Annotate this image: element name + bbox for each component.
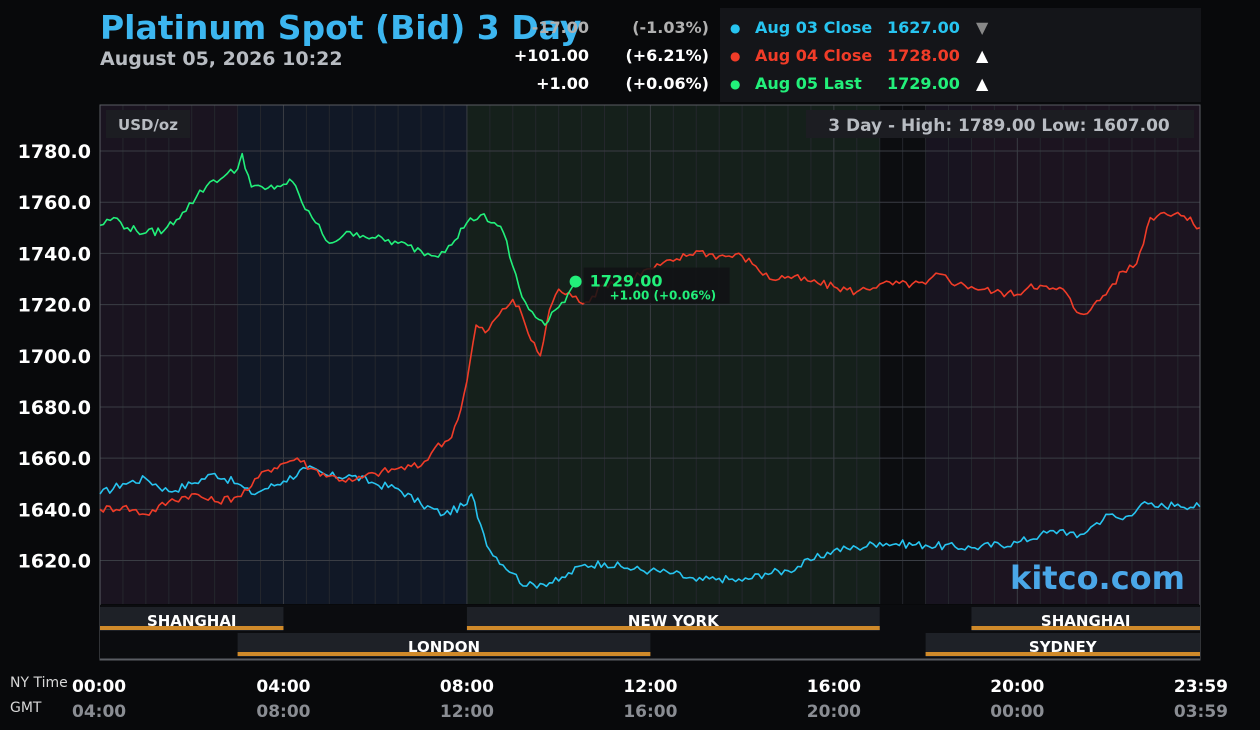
- unit-label: USD/oz: [118, 116, 178, 134]
- plot-border: [99, 104, 1201, 661]
- summary-change: +101.00: [513, 46, 589, 65]
- chart-title: Platinum Spot (Bid) 3 Day: [100, 8, 582, 47]
- summary-arrow-icon: ▲: [976, 46, 989, 65]
- summary-pct: (+0.06%): [625, 74, 709, 93]
- session-underline: [466, 626, 880, 630]
- summary-price: 1627.00: [887, 18, 960, 37]
- series-dot-icon: ●: [730, 49, 741, 63]
- y-tick-label: 1720.0: [18, 295, 91, 317]
- x-tick-label: 00:00: [72, 677, 126, 697]
- ny-time-label: NY Time: [10, 675, 68, 691]
- price-line-series-0: [99, 465, 1201, 589]
- x-tick-label: 12:00: [623, 677, 677, 697]
- x-tick-label: 04:00: [256, 677, 310, 697]
- summary-pct: (-1.03%): [632, 18, 709, 37]
- x-tick-label: 23:59: [1174, 677, 1228, 697]
- range-box: [806, 110, 1194, 138]
- summary-price: 1728.00: [887, 46, 960, 65]
- summary-label: Aug 04 Close: [755, 46, 873, 65]
- y-tick-label: 1660.0: [18, 448, 91, 470]
- x-tick-label-gmt: 00:00: [990, 702, 1044, 722]
- y-tick-label: 1700.0: [18, 346, 91, 368]
- x-tick-label: 20:00: [990, 677, 1044, 697]
- x-tick-label-gmt: 04:00: [72, 702, 126, 722]
- x-tick-label-gmt: 20:00: [807, 702, 861, 722]
- chart-subtitle: August 05, 2026 10:22: [100, 48, 343, 70]
- summary-change: -17.00: [531, 18, 589, 37]
- gmt-label: GMT: [10, 700, 42, 716]
- session-underline: [925, 652, 1200, 656]
- summary-panel: ● Aug 03 Close 1627.00 ▼ -17.00 (-1.03%)…: [514, 8, 1201, 102]
- session-label: SHANGHAI: [147, 612, 237, 630]
- session-label: NEW YORK: [628, 612, 720, 630]
- y-tick-label: 1740.0: [18, 243, 91, 265]
- y-tick-label: 1760.0: [18, 192, 91, 214]
- session-underline: [971, 626, 1200, 630]
- x-tick-label-gmt: 03:59: [1174, 702, 1228, 722]
- range-text: 3 Day - High: 1789.00 Low: 1607.00: [828, 116, 1170, 136]
- last-change-label: +1.00 (+0.06%): [610, 289, 717, 303]
- price-line-series-2: [99, 152, 577, 326]
- summary-arrow-icon: ▲: [976, 74, 989, 93]
- last-value-box: [583, 267, 730, 304]
- y-tick-label: 1780.0: [18, 141, 91, 163]
- summary-price: 1729.00: [887, 74, 960, 93]
- y-tick-label: 1640.0: [18, 499, 91, 521]
- summary-pct: (+6.21%): [625, 46, 709, 65]
- session-label: SHANGHAI: [1041, 612, 1131, 630]
- y-tick-label: 1680.0: [18, 397, 91, 419]
- x-tick-label: 16:00: [807, 677, 861, 697]
- last-value-marker: [569, 275, 582, 288]
- x-tick-label-gmt: 16:00: [623, 702, 677, 722]
- last-value-label: 1729.00: [590, 272, 663, 291]
- session-underline: [237, 652, 651, 656]
- y-tick-label: 1620.0: [18, 550, 91, 572]
- series-dot-icon: ●: [730, 77, 741, 91]
- summary-arrow-icon: ▼: [976, 18, 989, 37]
- session-label: LONDON: [408, 638, 480, 656]
- x-tick-label: 08:00: [440, 677, 494, 697]
- summary-label: Aug 03 Close: [755, 18, 873, 37]
- series-dot-icon: ●: [730, 21, 741, 35]
- session-underline: [100, 626, 284, 630]
- session-label: SYDNEY: [1029, 638, 1098, 656]
- x-tick-label-gmt: 12:00: [440, 702, 494, 722]
- x-tick-label-gmt: 08:00: [256, 702, 310, 722]
- unit-label-box: [106, 110, 190, 138]
- summary-label: Aug 05 Last: [755, 74, 862, 93]
- summary-change: +1.00: [536, 74, 589, 93]
- watermark-text: kitco.com: [1010, 559, 1185, 597]
